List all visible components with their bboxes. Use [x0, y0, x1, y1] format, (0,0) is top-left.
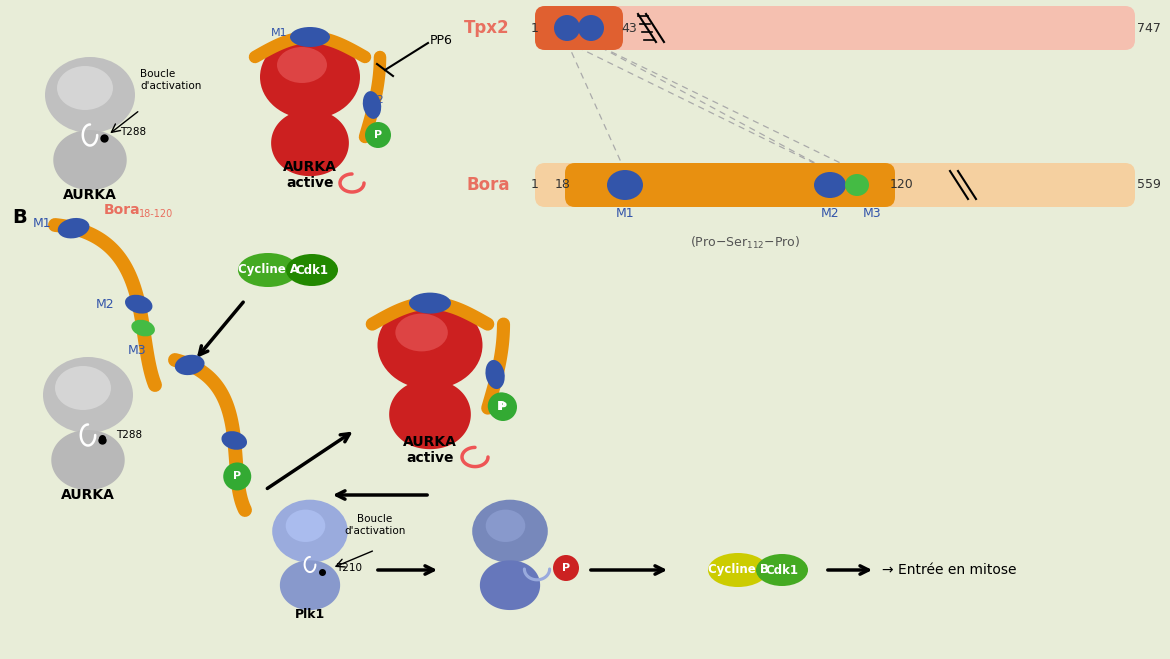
- Text: T288: T288: [116, 430, 142, 440]
- Ellipse shape: [285, 254, 338, 286]
- Ellipse shape: [238, 253, 298, 287]
- Ellipse shape: [395, 314, 448, 351]
- Ellipse shape: [55, 366, 111, 410]
- Text: M2: M2: [369, 95, 385, 105]
- Text: Cycline B: Cycline B: [708, 563, 769, 577]
- Ellipse shape: [57, 218, 89, 239]
- Circle shape: [223, 463, 252, 490]
- Ellipse shape: [555, 15, 580, 41]
- Text: Bora: Bora: [104, 203, 140, 217]
- Ellipse shape: [290, 27, 330, 47]
- Ellipse shape: [578, 15, 604, 41]
- Ellipse shape: [277, 47, 326, 83]
- FancyBboxPatch shape: [535, 163, 1135, 207]
- Ellipse shape: [814, 172, 846, 198]
- Polygon shape: [280, 560, 340, 610]
- Text: T210: T210: [336, 563, 362, 573]
- Text: AURKA
active: AURKA active: [283, 160, 337, 190]
- Text: Plk1: Plk1: [295, 608, 325, 621]
- Text: Boucle
d'activation: Boucle d'activation: [140, 69, 201, 91]
- Ellipse shape: [221, 431, 247, 450]
- Ellipse shape: [285, 509, 325, 542]
- Text: P: P: [233, 471, 241, 482]
- Polygon shape: [271, 110, 349, 176]
- Ellipse shape: [44, 57, 135, 133]
- Text: AURKA
active: AURKA active: [402, 435, 457, 465]
- FancyBboxPatch shape: [535, 6, 622, 50]
- Circle shape: [553, 555, 579, 581]
- Text: Cdk1: Cdk1: [765, 563, 798, 577]
- Ellipse shape: [708, 553, 768, 587]
- Text: T288: T288: [121, 127, 146, 137]
- Polygon shape: [54, 130, 126, 190]
- Ellipse shape: [473, 500, 548, 563]
- Text: 18: 18: [555, 179, 571, 192]
- Ellipse shape: [756, 554, 808, 586]
- Ellipse shape: [125, 295, 152, 314]
- Text: M2: M2: [820, 207, 839, 220]
- Text: → Entrée en mitose: → Entrée en mitose: [882, 563, 1017, 577]
- Text: P: P: [498, 402, 507, 412]
- Polygon shape: [390, 380, 470, 449]
- Text: AURKA: AURKA: [61, 488, 115, 502]
- Text: 1: 1: [531, 179, 539, 192]
- Text: Boucle
d'activation: Boucle d'activation: [344, 514, 406, 536]
- Ellipse shape: [845, 174, 869, 196]
- Text: Tpx2: Tpx2: [464, 19, 510, 37]
- Ellipse shape: [260, 35, 360, 119]
- Text: AURKA: AURKA: [63, 188, 117, 202]
- Ellipse shape: [486, 360, 504, 389]
- Ellipse shape: [43, 357, 133, 433]
- Ellipse shape: [607, 170, 644, 200]
- Circle shape: [489, 393, 517, 421]
- Ellipse shape: [57, 66, 113, 110]
- Text: 18-120: 18-120: [138, 209, 173, 219]
- Ellipse shape: [131, 320, 154, 336]
- FancyBboxPatch shape: [565, 163, 895, 207]
- Ellipse shape: [378, 301, 482, 389]
- Text: M1: M1: [271, 28, 288, 38]
- Text: M2: M2: [96, 298, 115, 310]
- Text: Bora: Bora: [467, 176, 510, 194]
- Text: Cycline A: Cycline A: [238, 264, 298, 277]
- Text: P: P: [497, 399, 505, 413]
- Polygon shape: [480, 560, 541, 610]
- Text: M3: M3: [128, 344, 146, 357]
- Text: Cdk1: Cdk1: [296, 264, 329, 277]
- Text: 559: 559: [1137, 179, 1161, 192]
- Text: 43: 43: [621, 22, 636, 34]
- Text: PP6: PP6: [431, 34, 453, 47]
- Polygon shape: [51, 430, 125, 490]
- Circle shape: [488, 392, 515, 420]
- Ellipse shape: [273, 500, 347, 563]
- Ellipse shape: [486, 509, 525, 542]
- Text: 120: 120: [890, 179, 914, 192]
- Circle shape: [365, 122, 391, 148]
- FancyBboxPatch shape: [535, 6, 1135, 50]
- Text: M1: M1: [615, 207, 634, 220]
- Ellipse shape: [363, 91, 381, 119]
- Ellipse shape: [174, 355, 205, 375]
- Text: 1: 1: [531, 22, 539, 34]
- Text: P: P: [562, 563, 570, 573]
- Text: P: P: [374, 130, 383, 140]
- Text: 747: 747: [1137, 22, 1161, 34]
- Text: (Pro$-$Ser$_{112}$$-$Pro): (Pro$-$Ser$_{112}$$-$Pro): [690, 235, 800, 251]
- Ellipse shape: [410, 293, 450, 314]
- Text: B: B: [12, 208, 27, 227]
- Text: M3: M3: [863, 207, 882, 220]
- Text: M1: M1: [33, 217, 51, 230]
